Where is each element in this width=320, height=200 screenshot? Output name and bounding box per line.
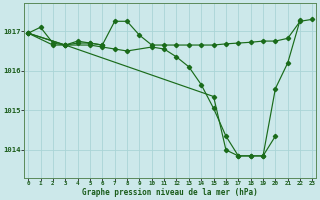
- X-axis label: Graphe pression niveau de la mer (hPa): Graphe pression niveau de la mer (hPa): [83, 188, 258, 197]
